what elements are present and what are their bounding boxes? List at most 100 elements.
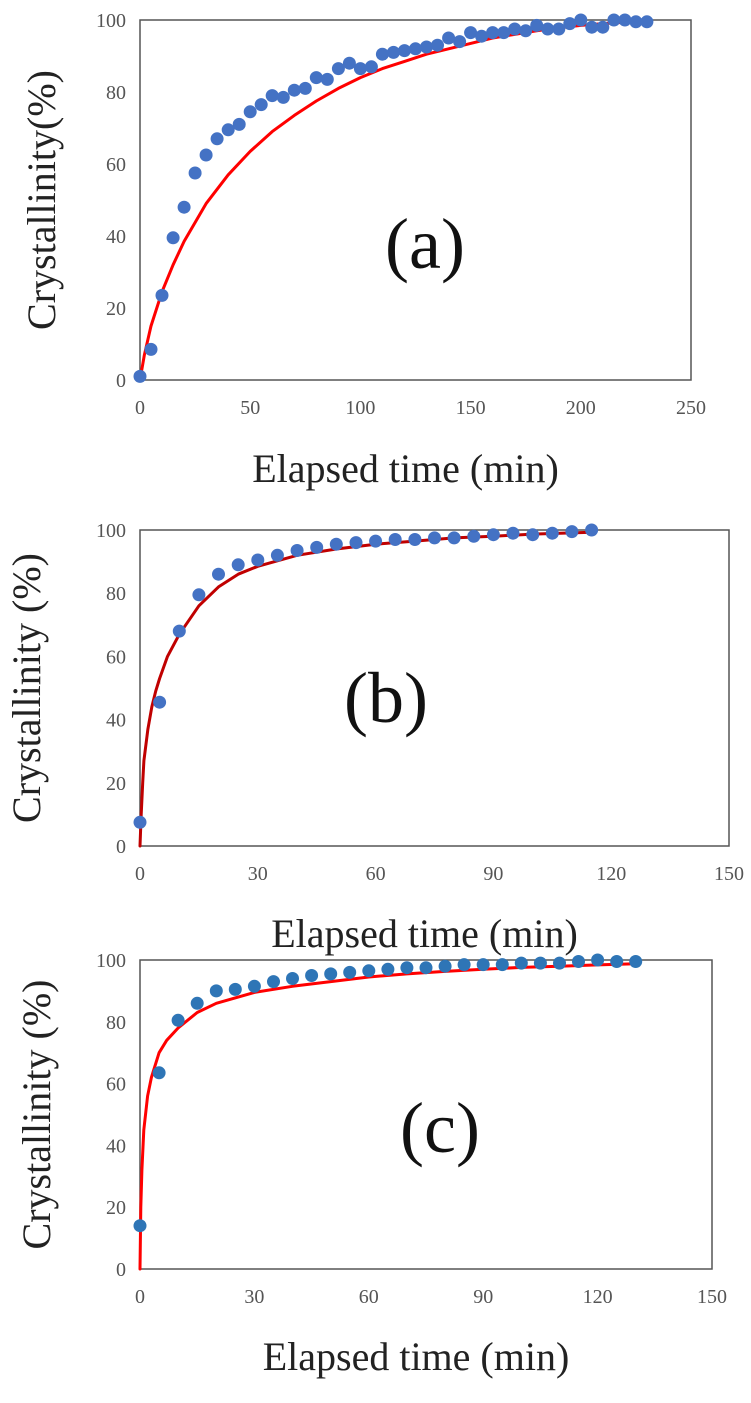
data-point [133,1219,147,1233]
data-point [442,31,456,45]
data-point [188,166,202,180]
y-tick-label: 100 [96,10,126,32]
panel-label: (b) [344,658,428,738]
x-axis-label: Elapsed time (min) [252,446,559,491]
data-point [464,26,478,40]
data-point [369,534,383,548]
x-tick-label: 60 [366,863,386,885]
x-tick-label: 250 [676,397,706,419]
x-tick-label: 0 [135,863,145,885]
data-point [172,624,186,638]
data-point [177,200,191,214]
data-point [192,588,206,602]
chart-panel-b: 0 20 40 60 80 100 0 30 60 90 120 150 Elapsed time (m… [4,520,744,956]
y-tick-label: 80 [106,1012,126,1034]
data-point [585,523,599,537]
data-point [409,42,422,56]
data-point [486,26,500,40]
x-tick-label: 30 [244,1286,264,1308]
data-point [166,231,180,245]
data-point [254,98,268,112]
data-point [251,553,265,567]
y-axis-label: Crystallinity (%) [4,553,49,823]
data-point [286,972,299,985]
data-point [171,1013,185,1027]
data-point [209,984,223,998]
y-tick-label: 40 [106,710,126,732]
x-tick-label: 0 [135,1286,145,1308]
data-point [497,26,511,40]
data-point [276,90,290,104]
x-tick-label: 0 [135,397,145,419]
data-point [329,537,343,551]
data-point [133,369,147,383]
data-point [486,528,500,542]
y-tick-label: 40 [106,1135,126,1157]
data-point [232,117,246,131]
data-point [343,965,357,979]
data-point [607,13,621,27]
x-tick-label: 30 [248,863,268,885]
data-point [447,531,461,545]
data-point [438,959,452,973]
data-point [243,105,257,119]
y-axis-label: Crystallinity(%) [19,70,64,330]
plot-area [139,959,713,1270]
data-point [563,17,577,31]
data-point [212,567,225,581]
data-point [591,953,605,967]
data-point [221,123,235,137]
data-point [270,548,284,562]
data-point [324,967,338,981]
data-point [553,956,566,970]
data-point [453,35,467,49]
data-point [152,1066,166,1080]
y-tick-label: 80 [106,583,126,605]
data-point [342,56,356,70]
data-point [353,62,367,76]
y-tick-label: 40 [106,226,126,248]
data-point [475,29,489,43]
data-point [530,18,544,32]
data-point [408,533,422,546]
y-axis-label: Crystallinity (%) [14,980,59,1250]
data-point [287,83,301,97]
data-point [533,956,547,970]
panel-label: (c) [400,1088,480,1168]
data-point [331,62,345,76]
data-point [133,815,147,829]
data-point [419,961,433,975]
data-point [298,81,312,95]
data-point [640,15,654,29]
x-tick-label: 120 [583,1286,613,1308]
data-point [506,526,520,540]
data-point [362,964,376,978]
data-point [476,958,490,972]
data-point [265,89,279,103]
x-tick-label: 150 [697,1286,727,1308]
data-point [388,533,402,546]
data-point [231,558,245,572]
y-tick-label: 60 [106,154,126,176]
x-axis-label: Elapsed time (min) [263,1334,570,1379]
data-point [381,962,395,976]
x-tick-label: 200 [566,397,596,419]
y-tick-label: 20 [106,298,126,320]
data-point [190,996,204,1010]
data-point [574,13,588,27]
x-tick-label: 90 [473,1286,493,1308]
data-point [508,22,522,36]
data-point [467,529,481,543]
data-point [428,531,441,545]
data-point [519,24,533,38]
data-point [545,526,559,540]
data-point [144,342,158,356]
x-axis-label: Elapsed time (min) [271,911,578,956]
data-point [290,544,304,557]
chart-panel-a: 0 20 40 60 80 100 0 50 100 150 200 250 Elapsed time … [19,10,706,491]
data-point [247,979,261,993]
data-point [629,15,643,29]
y-tick-label: 60 [106,1074,126,1096]
data-point [457,958,471,972]
